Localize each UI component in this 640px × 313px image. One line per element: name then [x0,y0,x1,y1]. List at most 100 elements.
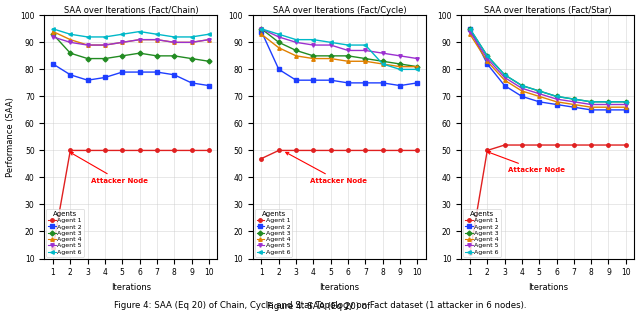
Line: Agent 5: Agent 5 [468,30,628,106]
Agent 2 [536,100,543,104]
Line: Agent 1: Agent 1 [260,149,419,160]
Agent 6 [205,32,212,36]
Agent 2 [275,68,283,71]
Agent 5 [413,57,421,60]
Agent 4 [101,43,109,47]
Agent 1 [413,149,421,152]
Agent 5 [275,35,283,39]
Agent 3 [67,51,74,55]
Agent 5 [101,43,109,47]
Agent 2 [344,81,352,85]
Agent 4 [622,105,630,109]
Agent 2 [292,78,300,82]
Agent 3 [379,59,387,63]
Agent 1 [258,157,266,161]
Agent 3 [275,40,283,44]
Agent 1 [518,143,525,147]
Agent 4 [518,89,525,93]
Agent 1 [84,149,92,152]
Agent 2 [327,78,335,82]
Agent 3 [258,27,266,31]
Agent 5 [258,27,266,31]
Line: Agent 6: Agent 6 [468,27,628,104]
Agent 4 [84,43,92,47]
Agent 1 [379,149,387,152]
Agent 6 [536,89,543,93]
Agent 2 [553,103,561,106]
Agent 1 [570,143,578,147]
Agent 3 [588,100,595,104]
Agent 4 [170,40,178,44]
Agent 3 [605,100,612,104]
Agent 2 [101,76,109,80]
Agent 4 [292,54,300,58]
Agent 1 [605,143,612,147]
Agent 6 [170,35,178,39]
Line: Agent 3: Agent 3 [260,27,419,69]
Agent 3 [344,54,352,58]
Agent 1 [275,149,283,152]
Agent 1 [327,149,335,152]
Line: Agent 1: Agent 1 [468,143,628,255]
Legend: Agent 1, Agent 2, Agent 3, Agent 4, Agent 5, Agent 6: Agent 1, Agent 2, Agent 3, Agent 4, Agen… [463,209,501,257]
Agent 4 [275,46,283,50]
Line: Agent 6: Agent 6 [260,27,419,71]
Agent 6 [136,30,143,33]
Agent 1 [622,143,630,147]
Agent 6 [292,38,300,42]
Agent 2 [362,81,369,85]
Agent 5 [170,40,178,44]
Agent 6 [327,40,335,44]
Agent 1 [136,149,143,152]
Agent 1 [118,149,126,152]
Agent 3 [292,49,300,52]
Line: Agent 2: Agent 2 [51,62,211,87]
Agent 3 [362,57,369,60]
Agent 4 [258,32,266,36]
Title: SAA over Iterations (Fact/Cycle): SAA over Iterations (Fact/Cycle) [273,6,406,15]
Agent 3 [118,54,126,58]
Agent 4 [570,103,578,106]
Agent 5 [205,38,212,42]
Agent 2 [310,78,317,82]
Agent 5 [362,49,369,52]
Agent 3 [518,84,525,87]
Line: Agent 5: Agent 5 [260,27,419,60]
Agent 3 [84,57,92,60]
Agent 5 [136,38,143,42]
Agent 3 [310,54,317,58]
Agent 2 [605,108,612,112]
Agent 3 [413,65,421,69]
Agent 2 [466,27,474,31]
Agent 3 [483,54,491,58]
Agent 3 [170,54,178,58]
Agent 5 [396,54,404,58]
Agent 1 [67,149,74,152]
Agent 3 [188,57,195,60]
Agent 6 [153,32,161,36]
Agent 3 [49,32,57,36]
Title: SAA over Iterations (Fact/Chain): SAA over Iterations (Fact/Chain) [63,6,198,15]
Agent 3 [205,59,212,63]
Agent 2 [67,73,74,77]
Agent 4 [483,59,491,63]
Agent 1 [500,143,508,147]
Agent 6 [588,100,595,104]
Agent 2 [258,30,266,33]
Agent 6 [466,27,474,31]
Agent 1 [153,149,161,152]
Agent 2 [588,108,595,112]
Agent 6 [310,38,317,42]
Agent 5 [344,49,352,52]
Agent 2 [518,95,525,98]
Line: Agent 6: Agent 6 [51,27,211,39]
Line: Agent 2: Agent 2 [260,30,419,87]
Agent 5 [118,40,126,44]
Agent 6 [570,97,578,101]
Agent 2 [205,84,212,87]
Agent 2 [170,73,178,77]
Line: Agent 4: Agent 4 [260,33,419,69]
Agent 1 [310,149,317,152]
Agent 2 [483,62,491,66]
Agent 1 [292,149,300,152]
